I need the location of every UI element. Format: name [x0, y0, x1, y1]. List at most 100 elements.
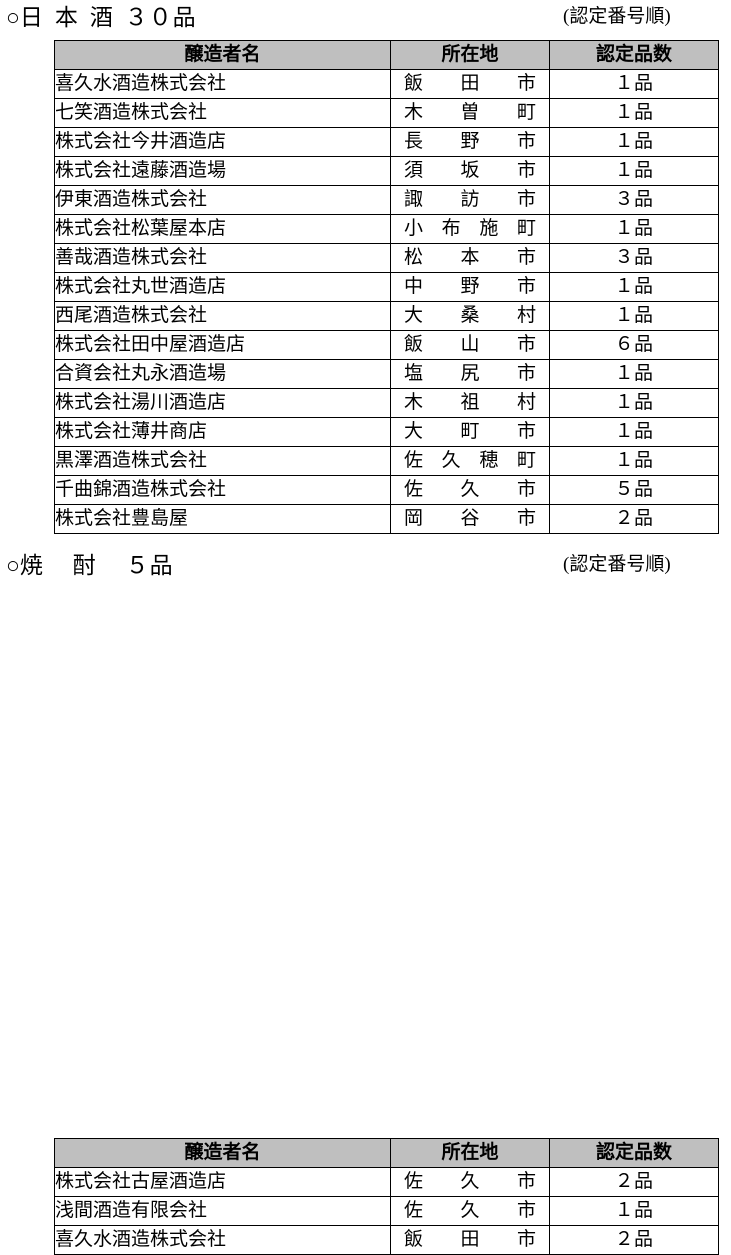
cell-count: ３品: [549, 243, 719, 273]
cell-brewer-name: 合資会社丸永酒造場: [54, 359, 391, 389]
section-sake: ○日本酒３０品 (認定番号順) 醸造者名 所在地 認定品数 喜久水酒造株式会社 …: [0, 0, 731, 534]
table-row: 千曲錦酒造株式会社 佐久市 ５品: [54, 475, 719, 505]
table-row: 株式会社古屋酒造店 佐久市 ２品: [54, 1167, 719, 1197]
cell-brewer-name: 株式会社古屋酒造店: [54, 1167, 391, 1197]
cell-location: 佐久市: [390, 475, 550, 505]
brewers-table-sake: 醸造者名 所在地 認定品数 喜久水酒造株式会社 飯田市 １品 七笑酒造株式会社 …: [54, 40, 719, 534]
cell-count: ２品: [549, 1225, 719, 1255]
cell-brewer-name: 株式会社豊島屋: [54, 504, 391, 534]
table-header-row: 醸造者名 所在地 認定品数: [54, 40, 719, 70]
cell-location: 大桑村: [390, 301, 550, 331]
cell-brewer-name: 株式会社丸世酒造店: [54, 272, 391, 302]
table-row: 株式会社遠藤酒造場 須坂市 １品: [54, 156, 719, 186]
cell-brewer-name: 浅間酒造有限会社: [54, 1196, 391, 1226]
cell-brewer-name: 株式会社今井酒造店: [54, 127, 391, 157]
section-title-text-sake: 日本酒: [19, 4, 125, 30]
table-row: 合資会社丸永酒造場 塩尻市 １品: [54, 359, 719, 389]
cell-count: １品: [549, 69, 719, 99]
brewers-table-shochu: 醸造者名 所在地 認定品数 株式会社古屋酒造店 佐久市 ２品 浅間酒造有限会社 …: [54, 1138, 719, 1255]
cell-location: 大町市: [390, 417, 550, 447]
bullet-mark-sake: ○: [6, 4, 20, 30]
cell-brewer-name: 株式会社松葉屋本店: [54, 214, 391, 244]
cell-count: １品: [549, 156, 719, 186]
cell-location: 佐久市: [390, 1167, 550, 1197]
cell-count: １品: [549, 214, 719, 244]
section-title-sake: ○日本酒３０品: [6, 2, 197, 32]
section-note-shochu: (認定番号順): [563, 554, 671, 575]
section-title-text-shochu: 焼酎: [19, 552, 126, 578]
cell-brewer-name: 七笑酒造株式会社: [54, 98, 391, 128]
cell-location: 塩尻市: [390, 359, 550, 389]
cell-brewer-name: 西尾酒造株式会社: [54, 301, 391, 331]
cell-brewer-name: 千曲錦酒造株式会社: [54, 475, 391, 505]
cell-location: 飯田市: [390, 69, 550, 99]
cell-brewer-name: 株式会社薄井商店: [54, 417, 391, 447]
cell-location: 須坂市: [390, 156, 550, 186]
cell-location: 佐久市: [390, 1196, 550, 1226]
table-row: 株式会社松葉屋本店 小布施町 １品: [54, 214, 719, 244]
table-row: 株式会社豊島屋 岡谷市 ２品: [54, 504, 719, 534]
section-header-shochu: ○焼酎５品 (認定番号順): [0, 548, 731, 586]
bullet-mark-shochu: ○: [6, 552, 20, 578]
cell-location: 小布施町: [390, 214, 550, 244]
cell-brewer-name: 株式会社田中屋酒造店: [54, 330, 391, 360]
table-row: 株式会社今井酒造店 長野市 １品: [54, 127, 719, 157]
table-row: 黒澤酒造株式会社 佐久穂町 １品: [54, 446, 719, 476]
cell-count: １品: [549, 388, 719, 418]
cell-count: ６品: [549, 330, 719, 360]
table-row: 七笑酒造株式会社 木曽町 １品: [54, 98, 719, 128]
cell-location: 諏訪市: [390, 185, 550, 215]
cell-location: 長野市: [390, 127, 550, 157]
table-row: 株式会社薄井商店 大町市 １品: [54, 417, 719, 447]
table-row: 善哉酒造株式会社 松本市 ３品: [54, 243, 719, 273]
cell-location: 岡谷市: [390, 504, 550, 534]
cell-count: ２品: [549, 504, 719, 534]
cell-brewer-name: 株式会社遠藤酒造場: [54, 156, 391, 186]
cell-count: １品: [549, 98, 719, 128]
cell-count: １品: [549, 127, 719, 157]
column-header-place: 所在地: [390, 1138, 550, 1168]
cell-count: １品: [549, 1196, 719, 1226]
section-header-sake: ○日本酒３０品 (認定番号順): [0, 0, 731, 38]
column-header-name: 醸造者名: [54, 40, 391, 70]
cell-location: 木曽町: [390, 98, 550, 128]
section-title-count-sake: ３０品: [124, 4, 197, 30]
cell-location: 飯田市: [390, 1225, 550, 1255]
cell-count: ３品: [549, 185, 719, 215]
cell-location: 中野市: [390, 272, 550, 302]
cell-brewer-name: 善哉酒造株式会社: [54, 243, 391, 273]
cell-count: １品: [549, 417, 719, 447]
table-row: 西尾酒造株式会社 大桑村 １品: [54, 301, 719, 331]
cell-location: 佐久穂町: [390, 446, 550, 476]
cell-location: 松本市: [390, 243, 550, 273]
cell-count: １品: [549, 301, 719, 331]
cell-count: １品: [549, 359, 719, 389]
table-row: 株式会社丸世酒造店 中野市 １品: [54, 272, 719, 302]
cell-brewer-name: 伊東酒造株式会社: [54, 185, 391, 215]
cell-brewer-name: 株式会社湯川酒造店: [54, 388, 391, 418]
section-title-count-shochu: ５品: [125, 552, 174, 578]
table-row: 喜久水酒造株式会社 飯田市 １品: [54, 69, 719, 99]
table-row: 喜久水酒造株式会社 飯田市 ２品: [54, 1225, 719, 1255]
cell-count: １品: [549, 272, 719, 302]
table-row: 株式会社田中屋酒造店 飯山市 ６品: [54, 330, 719, 360]
cell-brewer-name: 喜久水酒造株式会社: [54, 69, 391, 99]
column-header-name: 醸造者名: [54, 1138, 391, 1168]
table-row: 浅間酒造有限会社 佐久市 １品: [54, 1196, 719, 1226]
column-header-place: 所在地: [390, 40, 550, 70]
cell-location: 飯山市: [390, 330, 550, 360]
table-row: 株式会社湯川酒造店 木祖村 １品: [54, 388, 719, 418]
cell-count: ５品: [549, 475, 719, 505]
table-row: 伊東酒造株式会社 諏訪市 ３品: [54, 185, 719, 215]
column-header-count: 認定品数: [549, 1138, 719, 1168]
cell-count: １品: [549, 446, 719, 476]
section-shochu: ○焼酎５品 (認定番号順) 醸造者名 所在地 認定品数 株式会社古屋酒造店 佐久…: [0, 548, 731, 1255]
cell-location: 木祖村: [390, 388, 550, 418]
cell-brewer-name: 黒澤酒造株式会社: [54, 446, 391, 476]
cell-count: ２品: [549, 1167, 719, 1197]
cell-brewer-name: 喜久水酒造株式会社: [54, 1225, 391, 1255]
table-header-row: 醸造者名 所在地 認定品数: [54, 1138, 719, 1168]
section-note-sake: (認定番号順): [563, 6, 671, 27]
column-header-count: 認定品数: [549, 40, 719, 70]
section-title-shochu: ○焼酎５品: [6, 550, 174, 580]
